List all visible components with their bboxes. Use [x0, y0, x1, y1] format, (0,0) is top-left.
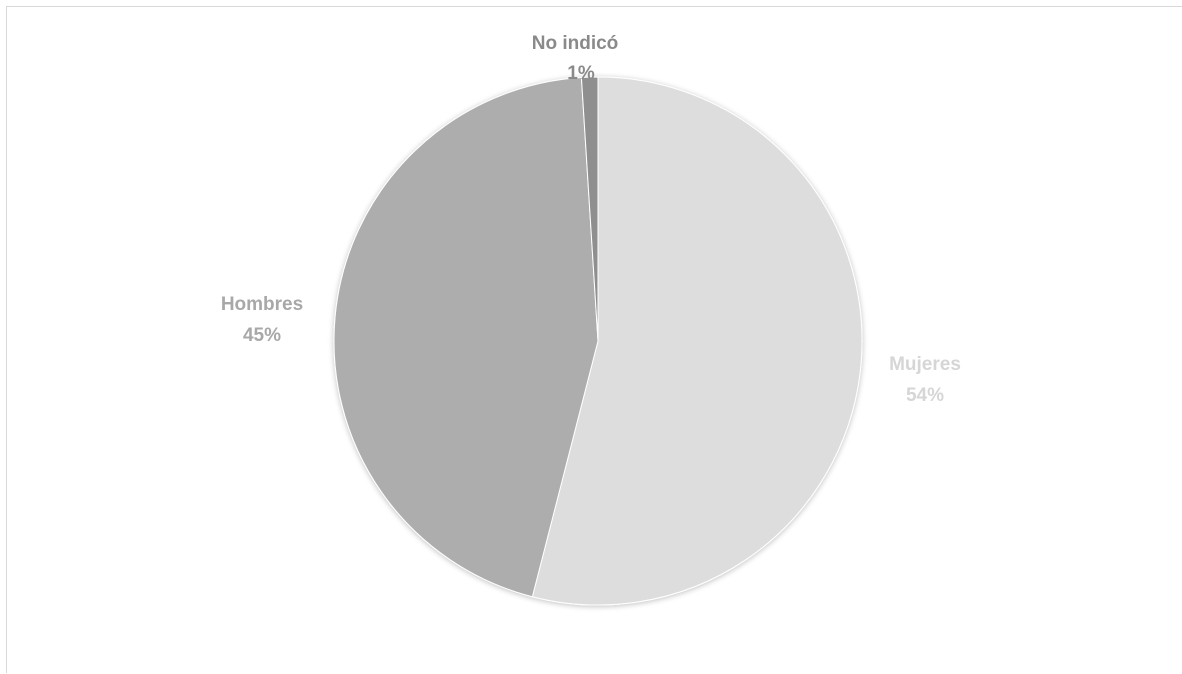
pie-slice-mujeres	[531, 76, 863, 606]
data-label-mujeres: Mujeres 54%	[889, 354, 961, 406]
data-label-hombres-name: Hombres	[221, 294, 303, 315]
data-label-hombres-percent: 45%	[243, 325, 281, 346]
pie-chart: Mujeres 54% Hombres 45% No indicó 1%	[221, 33, 961, 606]
data-label-mujeres-name: Mujeres	[889, 354, 961, 375]
chart-area: Mujeres 54% Hombres 45% No indicó 1%	[6, 6, 1182, 673]
data-label-no-indico-name: No indicó	[532, 33, 619, 54]
data-label-no-indico-percent: 1%	[567, 63, 595, 84]
pie-slices	[333, 76, 863, 606]
data-label-no-indico: No indicó 1%	[532, 33, 619, 84]
data-label-hombres: Hombres 45%	[221, 294, 303, 346]
pie-slice-no-indico	[580, 76, 599, 342]
pie-slice-hombres	[333, 76, 599, 598]
data-label-mujeres-percent: 54%	[906, 385, 944, 406]
